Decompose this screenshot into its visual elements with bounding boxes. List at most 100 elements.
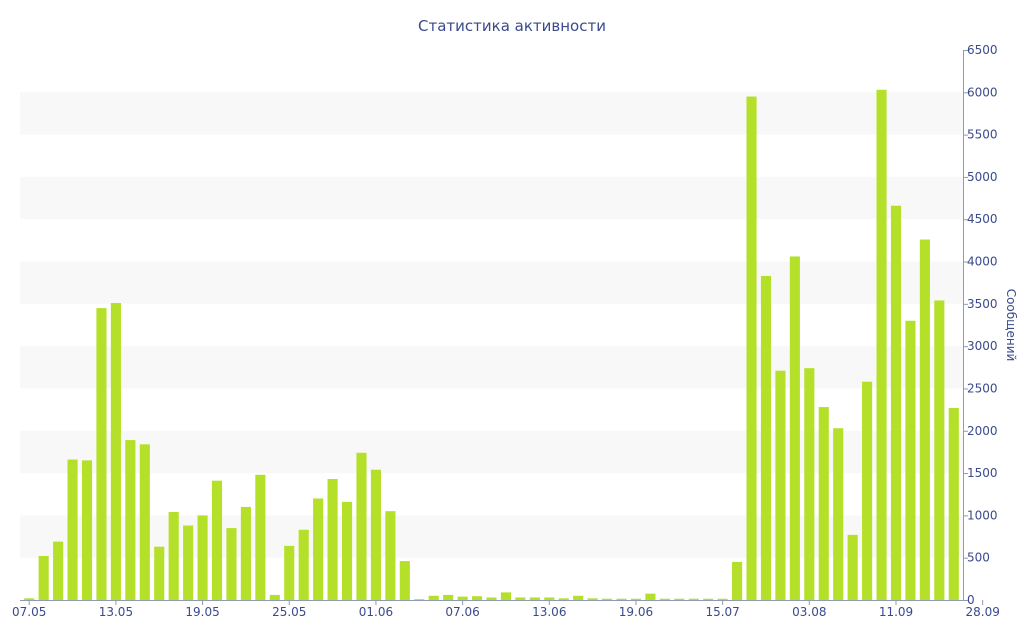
bar: [240, 506, 251, 600]
y-tick-label: 5500: [967, 128, 998, 142]
bar: [269, 594, 280, 600]
bar: [645, 593, 656, 600]
y-tick-label: 1000: [967, 508, 998, 522]
y-tick-label: 6000: [967, 85, 998, 99]
bar: [558, 598, 569, 600]
bar: [298, 529, 309, 600]
bar: [746, 96, 757, 601]
bar: [544, 597, 555, 600]
axes: [20, 50, 964, 601]
bar: [905, 320, 916, 600]
y-tick-label: 3000: [967, 339, 998, 353]
bar: [443, 594, 454, 600]
bar: [919, 239, 930, 601]
bar: [717, 598, 728, 600]
bar: [96, 308, 107, 600]
bar: [934, 300, 945, 600]
bar: [284, 545, 295, 600]
bar: [775, 370, 786, 600]
bar: [139, 444, 150, 600]
bar: [457, 596, 468, 600]
bar: [24, 598, 35, 600]
x-tick-label: 01.06: [359, 605, 393, 619]
bar: [833, 428, 844, 600]
x-tick-label: 28.09: [965, 605, 999, 619]
y-tick-label: 4500: [967, 212, 998, 226]
bar: [197, 515, 208, 600]
x-tick-label: 03.08: [792, 605, 826, 619]
x-tick-label: 07.06: [445, 605, 479, 619]
grid-band: [20, 92, 963, 135]
bar: [370, 469, 381, 600]
bar: [674, 598, 685, 600]
bar: [688, 598, 699, 600]
grid-band: [20, 176, 963, 220]
bar: [327, 479, 338, 600]
bar: [356, 452, 367, 600]
bar: [876, 89, 887, 601]
bar: [428, 595, 439, 600]
bar: [399, 561, 410, 600]
bar: [67, 459, 78, 600]
bar: [630, 598, 642, 600]
bar: [948, 407, 959, 600]
x-tick-label: 25.05: [272, 605, 306, 619]
x-tick-label: 19.05: [185, 605, 219, 619]
bar: [110, 303, 121, 600]
y-tick-label: 500: [967, 551, 990, 565]
bar: [125, 440, 136, 600]
x-tick-label: 11.09: [879, 605, 913, 619]
bar: [81, 460, 93, 600]
y-tick-label: 4000: [967, 255, 998, 269]
x-tick-label: 19.06: [619, 605, 653, 619]
bar: [847, 534, 858, 600]
y-tick-label: 3500: [967, 297, 998, 311]
bar: [529, 597, 540, 600]
bar: [341, 501, 353, 600]
bars: [24, 89, 959, 601]
x-tick-label: 07.05: [12, 605, 46, 619]
grid-band: [20, 261, 963, 304]
bar: [818, 407, 829, 600]
bar: [760, 275, 772, 600]
x-tick-label: 15.07: [705, 605, 739, 619]
y-axis-label: Сообщений: [1004, 289, 1018, 362]
bar: [313, 498, 324, 600]
bar: [226, 528, 237, 600]
grid-band: [20, 346, 963, 389]
y-tick-label: 5000: [967, 170, 998, 184]
bar: [789, 256, 800, 600]
y-tick-label: 0: [967, 593, 975, 607]
x-tick-label: 13.06: [532, 605, 566, 619]
y-tick-label: 2000: [967, 424, 998, 438]
bar: [862, 381, 873, 600]
bar: [616, 598, 627, 600]
bar: [587, 598, 598, 600]
bar: [659, 598, 670, 600]
bar: [500, 592, 512, 600]
bar: [573, 595, 584, 600]
bar: [211, 480, 223, 600]
chart-title: Статистика активности: [418, 17, 606, 35]
bar: [53, 541, 64, 600]
bar: [183, 525, 194, 600]
x-tick-label: 13.05: [99, 605, 133, 619]
x-tick-labels: 07.05 13.05 19.05 25.05 01.06 07.06 13.06 19.06…: [12, 600, 1000, 619]
bar: [515, 597, 526, 600]
bar: [255, 474, 266, 600]
bar: [414, 599, 425, 600]
bar: [385, 511, 396, 600]
bar: [890, 205, 902, 600]
bar: [602, 598, 613, 600]
y-tick-label: 1500: [967, 466, 998, 480]
bar: [486, 597, 497, 600]
bar: [703, 598, 714, 600]
y-tick-label: 2500: [967, 381, 998, 395]
bar: [732, 561, 743, 600]
bar: [38, 556, 49, 600]
bar: [471, 596, 483, 600]
bar: [804, 368, 815, 600]
y-tick-labels: 0 500 1000 1500 2000 2500 3000 3500 4000 4500 5000…: [963, 43, 998, 607]
y-tick-label: 6500: [967, 43, 998, 57]
